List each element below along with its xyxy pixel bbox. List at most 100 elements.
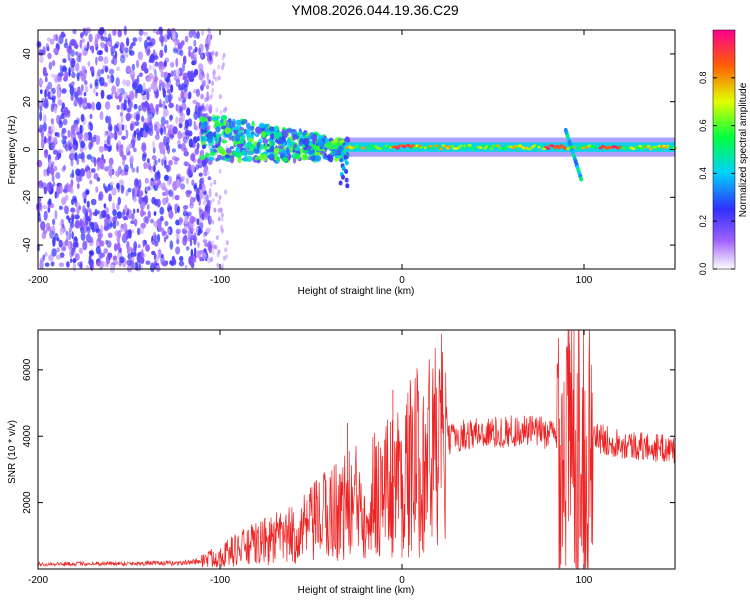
noise-speck [120, 150, 124, 158]
feature-speck [238, 129, 243, 134]
noise-speck [81, 38, 85, 43]
noise-speck [97, 33, 100, 40]
noise-speck [134, 261, 139, 271]
noise-speck [109, 181, 114, 186]
band-cell [367, 147, 372, 150]
noise-speck [166, 124, 172, 129]
noise-speck [40, 139, 45, 150]
noise-speck [137, 83, 143, 94]
noise-speck [97, 232, 102, 242]
band-cell [511, 146, 516, 150]
noise-speck [146, 116, 150, 123]
noise-speck [89, 264, 93, 269]
noise-speck [152, 28, 157, 34]
feature-speck [300, 147, 304, 155]
noise-speck [62, 140, 68, 149]
band-cell [428, 144, 433, 148]
noise-speck [171, 148, 176, 153]
noise-speck [163, 126, 167, 135]
noise-speck [162, 108, 168, 118]
feature-speck [264, 143, 268, 152]
colorbar-gradient [712, 29, 736, 270]
noise-speck [211, 80, 215, 86]
noise-speck [95, 135, 100, 146]
noise-speck [169, 260, 174, 265]
feature-speck [279, 148, 283, 153]
band-cell [655, 147, 660, 151]
noise-speck [42, 205, 48, 210]
noise-speck [185, 177, 189, 185]
noise-speck [52, 149, 59, 155]
noise-speck [93, 88, 96, 94]
dip-cell [340, 151, 345, 157]
noise-speck [162, 230, 167, 236]
noise-speck [128, 100, 133, 110]
noise-speck [122, 103, 128, 111]
feature-speck [244, 143, 251, 150]
noise-speck [176, 173, 182, 179]
noise-speck [179, 183, 186, 190]
noise-speck [215, 235, 219, 241]
noise-speck [200, 53, 204, 59]
noise-speck [187, 46, 193, 51]
noise-speck [134, 121, 140, 126]
noise-speck [50, 73, 56, 79]
noise-speck [54, 132, 59, 137]
snr-ytick-label: 2000 [22, 491, 33, 514]
feature-speck [338, 145, 344, 152]
noise-speck [130, 251, 135, 257]
noise-speck [62, 66, 68, 73]
noise-speck [74, 123, 79, 132]
noise-speck [128, 229, 132, 239]
noise-speck [188, 255, 193, 266]
feature-speck [211, 117, 219, 121]
noise-speck [178, 260, 185, 267]
noise-speck [120, 184, 125, 194]
noise-speck [168, 210, 174, 219]
feature-speck [298, 135, 305, 139]
noise-speck [191, 179, 195, 186]
noise-speck [106, 240, 112, 248]
noise-speck [100, 89, 105, 100]
noise-speck [207, 176, 212, 181]
noise-speck [206, 45, 210, 51]
noise-speck [193, 39, 197, 47]
noise-speck [90, 136, 97, 143]
feature-speck [214, 120, 220, 127]
noise-speck [151, 250, 156, 256]
noise-speck [61, 166, 66, 172]
noise-speck [113, 43, 119, 49]
noise-speck [142, 239, 145, 248]
noise-speck [172, 126, 178, 135]
noise-speck [74, 253, 80, 261]
noise-speck [45, 43, 50, 51]
noise-speck [117, 196, 122, 206]
feature-speck [225, 147, 232, 154]
noise-speck [211, 50, 215, 56]
noise-speck [115, 77, 120, 87]
noise-speck [143, 31, 148, 36]
noise-speck [104, 65, 109, 73]
noise-speck [117, 122, 123, 128]
noise-speck [168, 189, 174, 197]
noise-speck [95, 92, 99, 97]
noise-speck [126, 145, 129, 153]
noise-speck [71, 214, 74, 224]
noise-speck [87, 61, 91, 67]
noise-speck [152, 140, 155, 149]
noise-speck [183, 206, 187, 215]
band-cell [489, 147, 494, 151]
feature-speck [200, 136, 206, 142]
feature-speck [202, 122, 209, 127]
noise-speck [125, 53, 129, 59]
noise-speck [160, 216, 164, 222]
noise-speck [146, 204, 150, 210]
noise-speck [177, 130, 182, 140]
noise-speck [186, 107, 191, 116]
snr-xtick-label: -200 [28, 575, 48, 586]
noise-speck [147, 162, 151, 171]
noise-speck [58, 72, 64, 77]
noise-speck [55, 254, 62, 260]
noise-speck [159, 49, 164, 58]
band-cell [598, 146, 603, 150]
